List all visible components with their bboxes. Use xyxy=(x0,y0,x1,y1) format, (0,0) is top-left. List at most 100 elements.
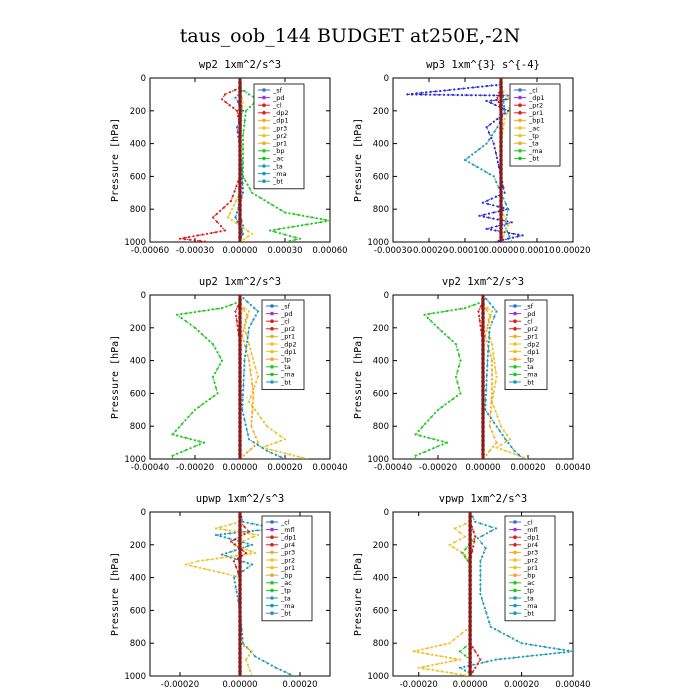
series-point xyxy=(490,529,493,533)
series-point xyxy=(253,551,257,555)
x-tick-label: 0.00000 xyxy=(222,246,257,256)
series-point xyxy=(241,170,245,173)
series-point xyxy=(251,357,254,360)
legend-label: _pr1 xyxy=(523,333,538,341)
series-point xyxy=(471,515,474,519)
series-point xyxy=(238,325,242,329)
series-point xyxy=(256,523,259,526)
series-point xyxy=(495,425,498,428)
series-point xyxy=(502,90,505,93)
series-point xyxy=(492,306,495,309)
series-point xyxy=(234,310,237,313)
series-point xyxy=(468,633,472,637)
series-point xyxy=(229,550,232,553)
series-point xyxy=(490,378,494,381)
series-point xyxy=(507,208,510,211)
series-point xyxy=(499,162,503,167)
series-point xyxy=(476,165,479,169)
series-point xyxy=(490,99,493,102)
series-point xyxy=(485,384,488,387)
series-point xyxy=(478,214,481,217)
x-tick-label: 0.00060 xyxy=(312,246,347,256)
series-point xyxy=(201,233,204,236)
series-point xyxy=(499,212,503,217)
series-point xyxy=(241,166,245,169)
series-point xyxy=(453,527,456,530)
series-point xyxy=(421,651,424,655)
series-point xyxy=(245,428,248,431)
series-point xyxy=(236,595,239,598)
series-point xyxy=(468,583,472,587)
series-point xyxy=(207,309,210,312)
series-point xyxy=(241,398,244,402)
series-point xyxy=(244,332,248,335)
series-point xyxy=(241,569,245,573)
series-point xyxy=(426,664,429,668)
legend-marker xyxy=(262,156,266,161)
legend-marker xyxy=(518,111,522,115)
series-point xyxy=(238,596,242,601)
series-point xyxy=(492,352,495,355)
series-point xyxy=(189,447,192,450)
series-point xyxy=(246,315,249,318)
series-point xyxy=(488,336,491,339)
series-point xyxy=(484,524,487,527)
series-point xyxy=(242,227,246,230)
series-point xyxy=(201,333,204,336)
x-tick-label: -0.00020 xyxy=(400,680,438,690)
series-point xyxy=(489,123,492,126)
panel-2: wp3 1xm^{3} s^{-4} Pressure [hPa] 0 200 400 6… xyxy=(353,59,591,256)
series-point xyxy=(215,213,218,216)
series-point xyxy=(248,364,251,367)
legend-label: _dp2 xyxy=(280,340,297,348)
series-point xyxy=(503,657,506,660)
series-point xyxy=(211,343,215,346)
series-point xyxy=(485,660,488,663)
series-point xyxy=(436,408,440,411)
series-point xyxy=(498,429,501,432)
series-point xyxy=(490,343,494,346)
series-point xyxy=(454,308,458,311)
series-point xyxy=(468,596,472,601)
series-point xyxy=(466,559,469,562)
legend-marker xyxy=(262,149,266,153)
series-point xyxy=(490,228,493,231)
legend-label: _dp1 xyxy=(523,534,540,542)
series-group xyxy=(171,295,308,459)
series-point xyxy=(529,643,533,646)
series-point xyxy=(234,302,237,305)
series-point xyxy=(468,637,472,642)
series-point xyxy=(242,329,245,332)
series-line xyxy=(459,521,476,676)
series-point xyxy=(418,452,422,455)
series-point xyxy=(184,312,188,315)
series-point xyxy=(505,433,509,436)
series-point xyxy=(238,637,242,642)
series-point xyxy=(444,403,447,406)
series-point xyxy=(233,530,236,533)
series-point xyxy=(468,519,472,523)
series-point xyxy=(244,551,248,555)
series-point xyxy=(499,135,503,139)
series-point xyxy=(243,364,246,367)
series-point xyxy=(246,183,249,186)
legend-marker xyxy=(513,349,517,354)
legend-label: _cl xyxy=(523,318,533,326)
series-point xyxy=(489,315,492,318)
series-point xyxy=(241,187,244,190)
series-point xyxy=(539,645,542,648)
series-point xyxy=(238,514,242,519)
series-point xyxy=(465,94,468,97)
series-point xyxy=(230,219,234,222)
series-point xyxy=(436,326,440,329)
series-point xyxy=(452,638,455,642)
series-point xyxy=(189,564,192,567)
series-point xyxy=(246,562,249,565)
series-point xyxy=(440,406,443,409)
series-point xyxy=(458,666,461,669)
x-tick-label: -0.00040 xyxy=(131,463,169,473)
series-point xyxy=(499,103,503,108)
series-point xyxy=(274,441,278,444)
series-point xyxy=(468,512,472,514)
legend-marker xyxy=(513,342,517,346)
